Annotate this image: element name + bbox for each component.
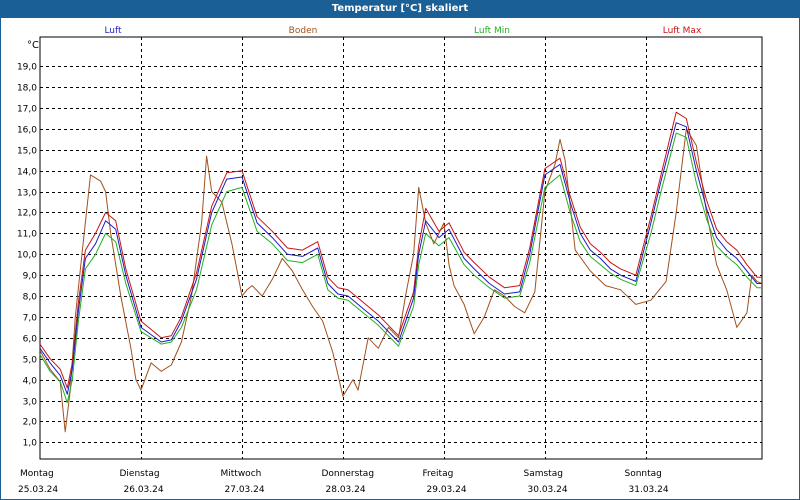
y-tick-label: 2,0 bbox=[23, 418, 38, 428]
legend-boden: Boden bbox=[288, 26, 318, 36]
series-lines bbox=[39, 111, 763, 433]
y-tick-label: 7,0 bbox=[23, 314, 38, 324]
x-day-label: Mittwoch bbox=[221, 469, 262, 479]
x-date-label: 25.03.24 bbox=[18, 485, 58, 495]
legend-luft-min: Luft Min bbox=[474, 26, 510, 36]
y-tick-label: 15,0 bbox=[17, 147, 37, 157]
y-tick-label: 12,0 bbox=[17, 209, 37, 219]
chart-title: Temperatur [°C] skaliert bbox=[0, 0, 800, 18]
x-date-label: 29.03.24 bbox=[427, 485, 467, 495]
x-day-label: Freitag bbox=[423, 469, 454, 479]
grid bbox=[39, 36, 763, 460]
series-line-luft bbox=[39, 122, 762, 395]
x-day-label: Montag bbox=[20, 469, 54, 479]
x-date-label: 31.03.24 bbox=[629, 485, 669, 495]
y-tick-label: 10,0 bbox=[17, 251, 37, 261]
y-tick-label: 13,0 bbox=[17, 189, 37, 199]
y-tick-label: 14,0 bbox=[17, 168, 37, 178]
y-tick-label: 16,0 bbox=[17, 126, 37, 136]
legend-luft-max: Luft Max bbox=[662, 26, 702, 36]
x-day-label: Dienstag bbox=[120, 469, 160, 479]
y-tick-label: 17,0 bbox=[17, 105, 37, 115]
x-axis-ticks: Montag 25.03.24 Dienstag 26.03.24 Mittwoch 27… bbox=[18, 469, 669, 495]
y-tick-label: 6,0 bbox=[23, 335, 38, 345]
series-line-boden bbox=[39, 128, 763, 433]
x-date-label: 30.03.24 bbox=[528, 485, 568, 495]
y-tick-label: 18,0 bbox=[17, 84, 37, 94]
x-date-label: 26.03.24 bbox=[124, 485, 164, 495]
y-unit-label: °C bbox=[27, 40, 39, 51]
x-date-label: 27.03.24 bbox=[225, 485, 265, 495]
y-tick-label: 19,0 bbox=[17, 63, 37, 73]
y-tick-label: 3,0 bbox=[23, 398, 38, 408]
x-day-label: Sonntag bbox=[625, 469, 662, 479]
y-axis-ticks: 1,0 2,0 3,0 4,0 5,0 6,0 7,0 8,0 9,0 10,0 11,0 12,0 1… bbox=[17, 63, 37, 449]
y-tick-label: 9,0 bbox=[23, 272, 38, 282]
y-tick-label: 8,0 bbox=[23, 293, 38, 303]
series-line-luft-min bbox=[39, 132, 762, 404]
x-date-label: 28.03.24 bbox=[326, 485, 366, 495]
legend-luft: Luft bbox=[104, 26, 122, 36]
y-tick-label: 1,0 bbox=[23, 439, 38, 449]
x-day-label: Samstag bbox=[524, 469, 563, 479]
x-day-label: Donnerstag bbox=[322, 469, 375, 479]
y-tick-label: 4,0 bbox=[23, 377, 38, 387]
plot-border bbox=[39, 36, 763, 460]
series-line-luft-max bbox=[39, 111, 762, 389]
y-tick-label: 5,0 bbox=[23, 356, 38, 366]
y-tick-label: 11,0 bbox=[17, 230, 37, 240]
